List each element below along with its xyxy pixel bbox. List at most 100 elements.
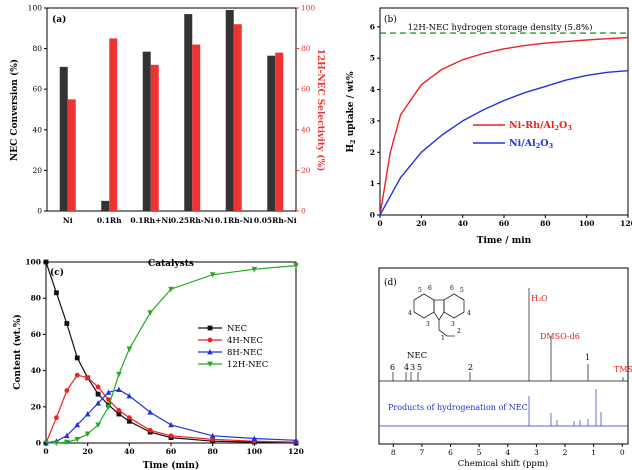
marker-square: [116, 411, 122, 417]
bar-conversion: [101, 200, 110, 211]
structure-left-ring: [413, 293, 435, 319]
y-tick-label-left: 0: [37, 207, 42, 216]
x-tick-label: 0: [377, 219, 382, 228]
panel-b-legend: Ni-Rh/Al2O3 Ni/Al2O3: [473, 120, 572, 150]
marker-triangle-down: [293, 263, 299, 269]
panel-a: (a) Ni 0.1Rh 0.1Rh+Ni 0.25Rh-Ni 0.1Rh-Ni 0.05…: [9, 4, 326, 270]
panel-a-bars: [59, 10, 284, 212]
legend-label-ni: Ni/Al2O3: [509, 138, 554, 150]
y-tick-label: 0: [36, 439, 41, 448]
nmr-peak-label-4: 4: [404, 363, 409, 372]
structure-number: 5: [418, 287, 422, 294]
x-tick-label: 2: [563, 448, 568, 457]
y-tick-label: 5: [370, 54, 375, 63]
x-tick-label: 0.05Rh-Ni: [254, 216, 297, 225]
marker-triangle-up: [209, 432, 216, 439]
marker-triangle-down: [207, 361, 213, 367]
x-tick-label: 100: [247, 447, 263, 456]
y-tick-label: 2: [370, 148, 375, 157]
marker-triangle-up: [95, 400, 101, 406]
legend-label: 4H-NEC: [227, 336, 263, 346]
marker-square: [74, 355, 80, 361]
structure-number: 4: [408, 310, 412, 317]
y-tick-label-left: 40: [32, 125, 42, 134]
x-tick-label: 80: [540, 219, 550, 228]
marker-circle: [54, 415, 59, 421]
panel-a-xlabel: Catalysts: [148, 259, 194, 269]
x-tick-label: 5: [477, 448, 482, 457]
x-tick-label: 7: [420, 448, 425, 457]
marker-circle: [95, 384, 101, 390]
panel-c-legend: NEC 4H-NEC 8H-NEC 12H-NEC: [198, 324, 268, 370]
marker-circle: [168, 433, 174, 439]
structure-number: 6: [450, 285, 454, 292]
structure-number: 3: [451, 321, 455, 328]
panel-a-ticks: Ni 0.1Rh 0.1Rh+Ni 0.25Rh-Ni 0.1Rh-Ni 0.05Rh-N…: [28, 4, 316, 226]
x-tick-label: 0.1Rh+Ni: [130, 216, 171, 225]
y-tick-label-right: 100: [301, 4, 316, 13]
nmr-peak-label-5: 5: [417, 363, 422, 372]
nmr-peak-label-2: 2: [468, 363, 473, 372]
marker-circle: [116, 408, 122, 413]
y-tick-label: 40: [31, 366, 41, 375]
bar-conversion: [267, 55, 276, 211]
x-tick-label: 0.1Rh: [97, 216, 122, 225]
marker-triangle-down: [168, 286, 174, 293]
marker-triangle-down: [116, 371, 122, 378]
y-tick-label-right: 80: [301, 44, 311, 53]
marker-triangle-up: [74, 421, 81, 428]
bar-conversion: [59, 66, 68, 212]
marker-circle: [64, 388, 70, 393]
panel-a-label: (a): [52, 14, 66, 25]
marker-triangle-down: [126, 346, 133, 352]
y-tick-label: 4: [370, 85, 375, 94]
marker-circle: [74, 372, 80, 378]
panel-c-label: (c): [50, 267, 64, 278]
marker-triangle-down: [53, 440, 60, 446]
marker-triangle-up: [251, 435, 258, 441]
marker-triangle-down: [64, 439, 70, 446]
marker-square: [207, 325, 213, 331]
marker-square: [54, 290, 59, 296]
bar-selectivity: [233, 24, 242, 211]
bar-conversion: [184, 14, 193, 212]
structure-numbers: 5 6 6 5 4 4 3 3 1 2: [408, 285, 471, 342]
legend-label: NEC: [227, 324, 247, 334]
structure-number: 1: [441, 335, 445, 342]
x-tick-label: 6: [448, 448, 453, 457]
nmr-products-label: Products of hydrogenation of NEC: [388, 403, 528, 412]
marker-triangle-up: [105, 389, 112, 395]
bar-conversion: [225, 10, 234, 212]
structure-number: 6: [428, 285, 432, 292]
y-tick-label: 80: [31, 294, 41, 303]
marker-triangle-down: [147, 310, 153, 316]
x-tick-label: 0: [43, 447, 48, 456]
panel-b-plot: [379, 32, 629, 216]
legend-label: 12H-NEC: [227, 360, 268, 370]
x-tick-label: 40: [124, 447, 134, 456]
marker-circle: [147, 427, 153, 433]
y-tick-label-left: 100: [28, 4, 43, 13]
panel-c-ticks: 0 20 40 60 80 100 120 0 20 40 60 80 100: [25, 258, 303, 457]
x-tick-label: Ni: [63, 216, 73, 225]
panel-b: (b) 12H-NEC hydrogen storage density (5.…: [346, 7, 632, 246]
marker-triangle-up: [84, 411, 91, 417]
y-tick-label: 1: [370, 179, 375, 188]
panel-a-ylabel-left: NEC Conversion (%): [9, 59, 20, 161]
bar-selectivity: [150, 64, 159, 211]
x-tick-label: 100: [579, 219, 595, 228]
y-tick-label-left: 60: [32, 85, 42, 94]
y-tick-label-right: 0: [301, 207, 306, 216]
x-tick-label: 60: [166, 447, 176, 456]
bar-selectivity: [109, 38, 118, 212]
legend-label: 8H-NEC: [227, 348, 263, 358]
panel-a-ylabel-right: 12H-NEC Selectivity (%): [315, 49, 326, 172]
panel-b-xlabel: Time / min: [477, 236, 532, 246]
marker-triangle-down: [105, 404, 112, 410]
marker-triangle-up: [126, 392, 133, 399]
structure-number: 4: [467, 310, 471, 317]
marker-triangle-down: [84, 431, 91, 437]
structure-right-ring: [443, 293, 465, 319]
panel-c-plot: [43, 259, 299, 446]
